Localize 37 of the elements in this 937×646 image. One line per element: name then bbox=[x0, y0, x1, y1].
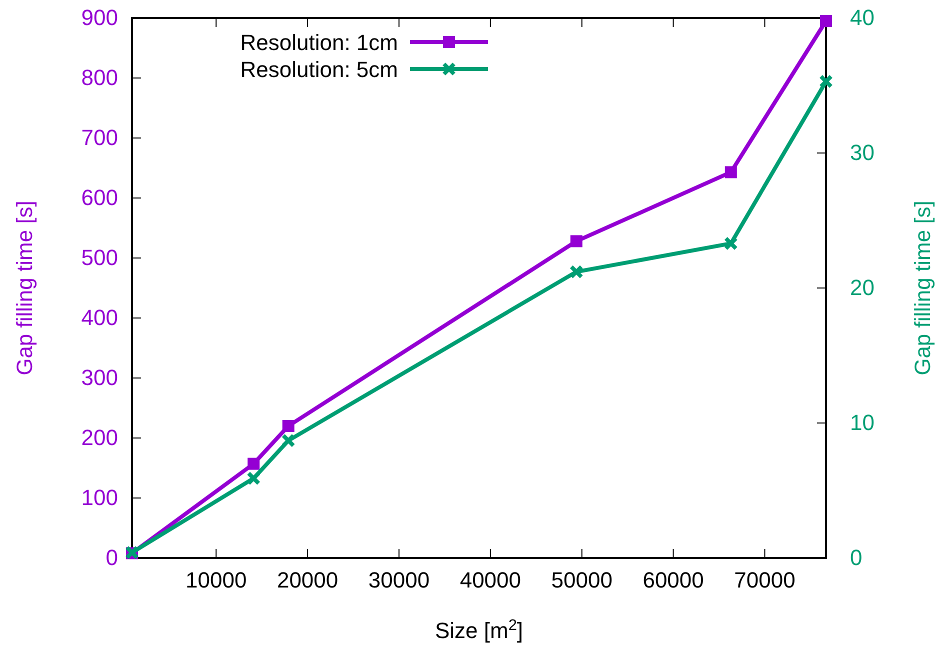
legend-label: Resolution: 1cm bbox=[240, 30, 398, 55]
point bbox=[282, 420, 294, 432]
y-axis-title: Gap filling time [s] bbox=[12, 200, 37, 376]
y-tick-label: 400 bbox=[81, 305, 118, 330]
y2-tick-label: 30 bbox=[850, 140, 874, 166]
point bbox=[724, 236, 738, 250]
x-tick-label: 20000 bbox=[276, 568, 338, 593]
y-tick-label: 500 bbox=[81, 245, 118, 270]
x-tick-label: 40000 bbox=[460, 568, 522, 593]
y-tick-label: 0 bbox=[106, 545, 118, 570]
y-tick-label: 600 bbox=[81, 185, 118, 210]
y2-axis-title: Gap filling time [s] bbox=[910, 200, 935, 376]
point bbox=[819, 74, 833, 88]
point bbox=[246, 471, 261, 486]
y2-tick-label: 40 bbox=[850, 5, 874, 30]
point bbox=[570, 235, 582, 248]
y2-tick-label: 20 bbox=[850, 275, 874, 300]
point bbox=[281, 434, 296, 448]
y-tick-label: 100 bbox=[81, 485, 118, 510]
point bbox=[820, 15, 832, 27]
x-tick-label: 30000 bbox=[368, 568, 430, 593]
x-tick-label: 50000 bbox=[551, 568, 612, 593]
y-tick-label: 700 bbox=[81, 125, 118, 150]
legend-label: Resolution: 5cm bbox=[240, 57, 398, 82]
y-tick-label: 900 bbox=[81, 5, 118, 30]
y2-tick-label: 0 bbox=[850, 545, 862, 570]
point bbox=[724, 166, 737, 178]
point bbox=[248, 458, 260, 470]
y-tick-label: 300 bbox=[81, 365, 118, 390]
x-tick-label: 60000 bbox=[642, 568, 704, 593]
x-tick-label: 10000 bbox=[186, 568, 247, 593]
y2-tick-label: 10 bbox=[850, 410, 874, 436]
y-tick-label: 200 bbox=[81, 425, 118, 450]
x-tick-label: 70000 bbox=[734, 568, 796, 593]
y-tick-label: 800 bbox=[81, 65, 118, 90]
point bbox=[569, 264, 584, 279]
x-axis-title: Size [m$^{2}$] bbox=[434, 616, 524, 643]
